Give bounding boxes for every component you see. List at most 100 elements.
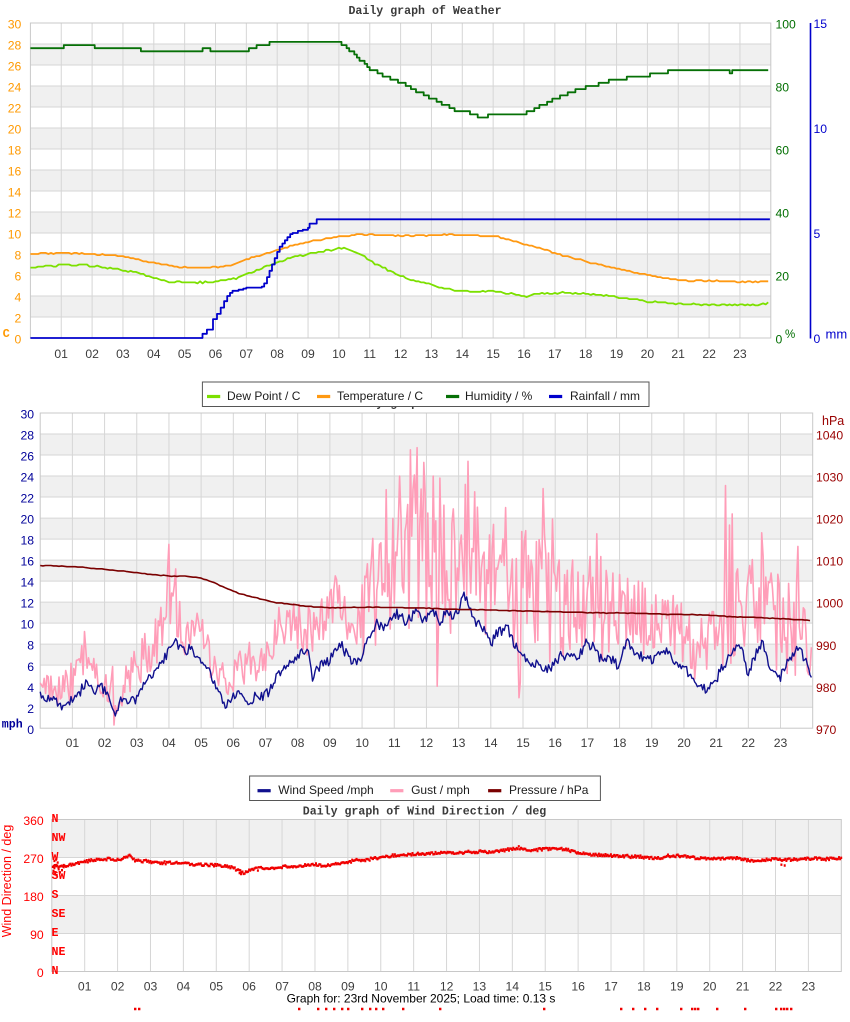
- svg-text:10: 10: [374, 980, 388, 994]
- svg-text:10: 10: [20, 618, 34, 632]
- svg-text:18: 18: [613, 736, 627, 750]
- svg-text:990: 990: [816, 639, 837, 653]
- svg-text:10: 10: [355, 736, 369, 750]
- svg-text:23: 23: [774, 736, 788, 750]
- svg-text:Wind Direction / deg: Wind Direction / deg: [0, 825, 14, 938]
- svg-text:20: 20: [641, 347, 655, 361]
- svg-text:20: 20: [677, 736, 691, 750]
- svg-text:8: 8: [27, 639, 34, 653]
- svg-text:01: 01: [54, 347, 68, 361]
- svg-text:0: 0: [776, 333, 783, 347]
- svg-text:2: 2: [15, 312, 22, 326]
- svg-text:15: 15: [486, 347, 500, 361]
- svg-text:08: 08: [291, 736, 305, 750]
- svg-text:07: 07: [275, 980, 289, 994]
- svg-text:0: 0: [15, 333, 22, 347]
- svg-text:NW: NW: [52, 832, 66, 845]
- svg-text:270: 270: [23, 852, 44, 866]
- svg-text:C: C: [3, 327, 10, 341]
- svg-text:28: 28: [8, 39, 22, 53]
- svg-text:%: %: [785, 329, 795, 341]
- svg-text:09: 09: [301, 347, 315, 361]
- svg-text:SW: SW: [52, 870, 66, 883]
- svg-text:15: 15: [814, 17, 828, 31]
- svg-text:15: 15: [516, 736, 530, 750]
- svg-text:Wind Speed /mph: Wind Speed /mph: [278, 783, 373, 797]
- svg-text:14: 14: [456, 347, 470, 361]
- svg-text:Daily graph of Wind Direction: Daily graph of Wind Direction / deg: [303, 806, 547, 819]
- svg-text:30: 30: [20, 408, 34, 422]
- svg-text:11: 11: [388, 736, 401, 750]
- svg-text:09: 09: [341, 980, 355, 994]
- svg-text:12: 12: [394, 347, 408, 361]
- svg-text:09: 09: [323, 736, 337, 750]
- svg-text:N: N: [52, 813, 59, 826]
- svg-text:15: 15: [538, 980, 552, 994]
- svg-text:21: 21: [709, 736, 723, 750]
- svg-text:18: 18: [637, 980, 651, 994]
- svg-text:40: 40: [776, 207, 790, 221]
- svg-text:360: 360: [23, 814, 44, 828]
- svg-text:10: 10: [332, 347, 346, 361]
- svg-text:90: 90: [30, 928, 44, 942]
- svg-text:11: 11: [407, 980, 420, 994]
- svg-text:12: 12: [8, 207, 22, 221]
- svg-text:Gust / mph: Gust / mph: [411, 783, 470, 797]
- svg-text:Temperature / C: Temperature / C: [337, 389, 423, 403]
- svg-text:03: 03: [144, 980, 158, 994]
- svg-text:01: 01: [66, 736, 80, 750]
- svg-text:03: 03: [130, 736, 144, 750]
- svg-text:11: 11: [363, 347, 376, 361]
- svg-text:1020: 1020: [816, 513, 843, 527]
- svg-text:12: 12: [420, 736, 434, 750]
- svg-text:Humidity / %: Humidity / %: [465, 389, 533, 403]
- svg-text:hPa: hPa: [822, 414, 844, 428]
- svg-text:80: 80: [776, 81, 790, 95]
- svg-text:02: 02: [98, 736, 112, 750]
- svg-text:08: 08: [308, 980, 322, 994]
- svg-text:20: 20: [8, 123, 22, 137]
- svg-text:W: W: [52, 851, 59, 864]
- svg-text:NE: NE: [52, 946, 66, 959]
- svg-text:13: 13: [452, 736, 466, 750]
- svg-text:05: 05: [210, 980, 224, 994]
- svg-text:02: 02: [85, 347, 99, 361]
- svg-text:21: 21: [671, 347, 685, 361]
- svg-text:22: 22: [20, 492, 34, 506]
- svg-text:06: 06: [227, 736, 241, 750]
- svg-text:Graph for: 23rd November 2025;: Graph for: 23rd November 2025; Load time…: [287, 992, 556, 1006]
- svg-text:17: 17: [581, 736, 595, 750]
- svg-text:N: N: [52, 965, 59, 978]
- svg-text:14: 14: [8, 186, 22, 200]
- svg-text:100: 100: [776, 18, 797, 32]
- svg-text:24: 24: [20, 471, 34, 485]
- svg-text:01: 01: [78, 980, 92, 994]
- svg-text:14: 14: [506, 980, 520, 994]
- svg-text:02: 02: [111, 980, 125, 994]
- svg-text:22: 22: [702, 347, 716, 361]
- svg-text:4: 4: [27, 681, 34, 695]
- svg-text:0: 0: [37, 966, 44, 980]
- svg-text:06: 06: [209, 347, 223, 361]
- svg-text:12: 12: [440, 980, 454, 994]
- svg-text:13: 13: [425, 347, 439, 361]
- svg-text:06: 06: [242, 980, 256, 994]
- svg-text:19: 19: [670, 980, 684, 994]
- svg-text:14: 14: [484, 736, 498, 750]
- svg-text:1000: 1000: [816, 597, 843, 611]
- svg-text:E: E: [52, 927, 59, 940]
- svg-text:0: 0: [27, 723, 34, 737]
- svg-text:20: 20: [20, 513, 34, 527]
- svg-text:23: 23: [733, 347, 747, 361]
- svg-text:6: 6: [27, 660, 34, 674]
- svg-text:18: 18: [20, 534, 34, 548]
- svg-text:10: 10: [814, 122, 828, 136]
- svg-text:30: 30: [8, 18, 22, 32]
- svg-text:19: 19: [610, 347, 624, 361]
- svg-text:03: 03: [116, 347, 130, 361]
- svg-text:04: 04: [177, 980, 191, 994]
- svg-text:6: 6: [15, 270, 22, 284]
- svg-text:08: 08: [270, 347, 284, 361]
- svg-text:24: 24: [8, 81, 22, 95]
- svg-text:970: 970: [816, 723, 837, 737]
